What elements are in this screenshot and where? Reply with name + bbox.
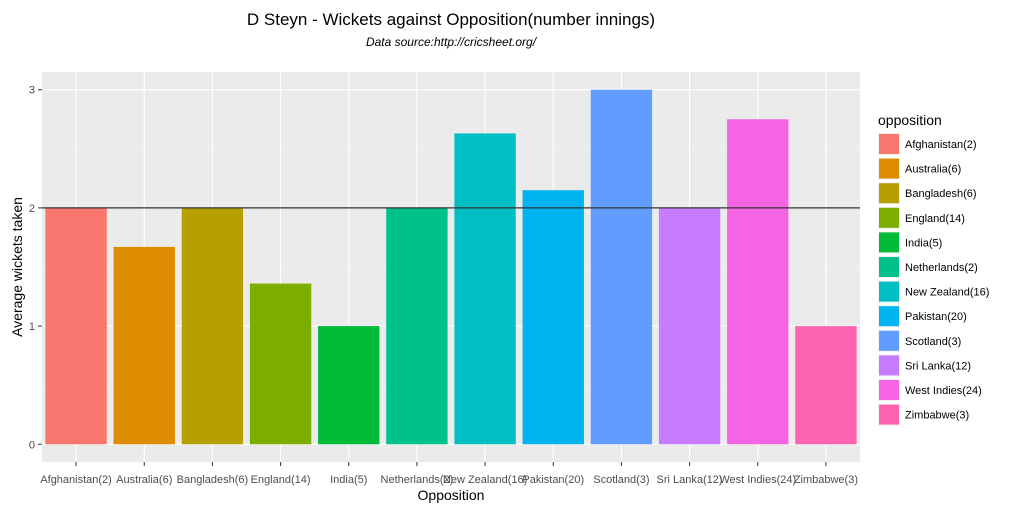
legend-label: New Zealand(16) [905,287,989,299]
y-tick-label: 2 [29,203,35,215]
legend-label: Scotland(3) [905,336,961,348]
bar [386,207,448,445]
bar [590,89,653,445]
bar [45,207,107,445]
x-tick-label: Zimbabwe(3) [794,474,858,486]
legend-swatch [879,207,899,228]
legend-label: Sri Lanka(12) [905,360,971,372]
legend-label: Zimbabwe(3) [905,410,969,422]
legend-label: India(5) [905,237,942,249]
x-axis-title: Opposition [418,487,485,503]
legend-label: Bangladesh(6) [905,188,977,200]
legend: opposition Afghanistan(2) Australia(6) Ban… [878,112,989,426]
bar [181,207,244,445]
x-tick-label: Netherlands(2) [381,474,454,486]
x-tick-label: Sri Lanka(12) [657,474,723,486]
x-axis: Afghanistan(2) Australia(6) Bangladesh(6) E… [40,462,858,486]
bar [522,190,584,445]
legend-swatch [879,232,899,253]
legend-title: opposition [878,112,942,128]
legend-swatch [879,355,899,376]
legend-label: Australia(6) [905,164,961,176]
chart-title: D Steyn - Wickets against Opposition(num… [247,10,655,29]
y-axis-title: Average wickets taken [9,197,25,337]
legend-swatch [879,306,899,327]
legend-swatch [879,158,899,179]
legend-label: Pakistan(20) [905,311,967,323]
bar [658,207,721,445]
legend-swatch [879,183,899,204]
legend-label: Afghanistan(2) [905,139,977,151]
x-tick-label: Afghanistan(2) [40,474,112,486]
legend-swatch [879,330,899,351]
y-axis: 0 1 2 3 [29,85,42,451]
bar [318,326,380,445]
legend-swatch [879,134,899,154]
x-tick-label: England(14) [251,474,311,486]
legend-swatch [879,257,899,277]
x-tick-label: New Zealand(16) [443,474,527,486]
x-tick-label: India(5) [330,474,367,486]
x-tick-label: Scotland(3) [593,474,649,486]
bar [795,326,857,445]
bars-group [45,89,857,445]
bar [249,283,312,445]
x-tick-label: Pakistan(20) [522,474,584,486]
bar [727,119,789,445]
y-tick-label: 3 [29,85,35,97]
minor-gridlines [42,148,860,386]
chart-subtitle: Data source:http://cricsheet.org/ [366,35,538,49]
bar [113,246,175,445]
legend-swatch [879,380,899,400]
legend-label: England(14) [905,213,965,225]
x-tick-label: West Indies(24) [719,474,796,486]
y-tick-label: 1 [29,321,35,333]
legend-swatch [879,404,899,425]
x-tick-label: Australia(6) [116,474,172,486]
legend-label: Netherlands(2) [905,262,978,274]
legend-label: West Indies(24) [905,385,982,397]
y-tick-label: 0 [29,439,35,451]
bar [454,133,516,445]
legend-swatch [879,281,899,302]
x-tick-label: Bangladesh(6) [177,474,249,486]
